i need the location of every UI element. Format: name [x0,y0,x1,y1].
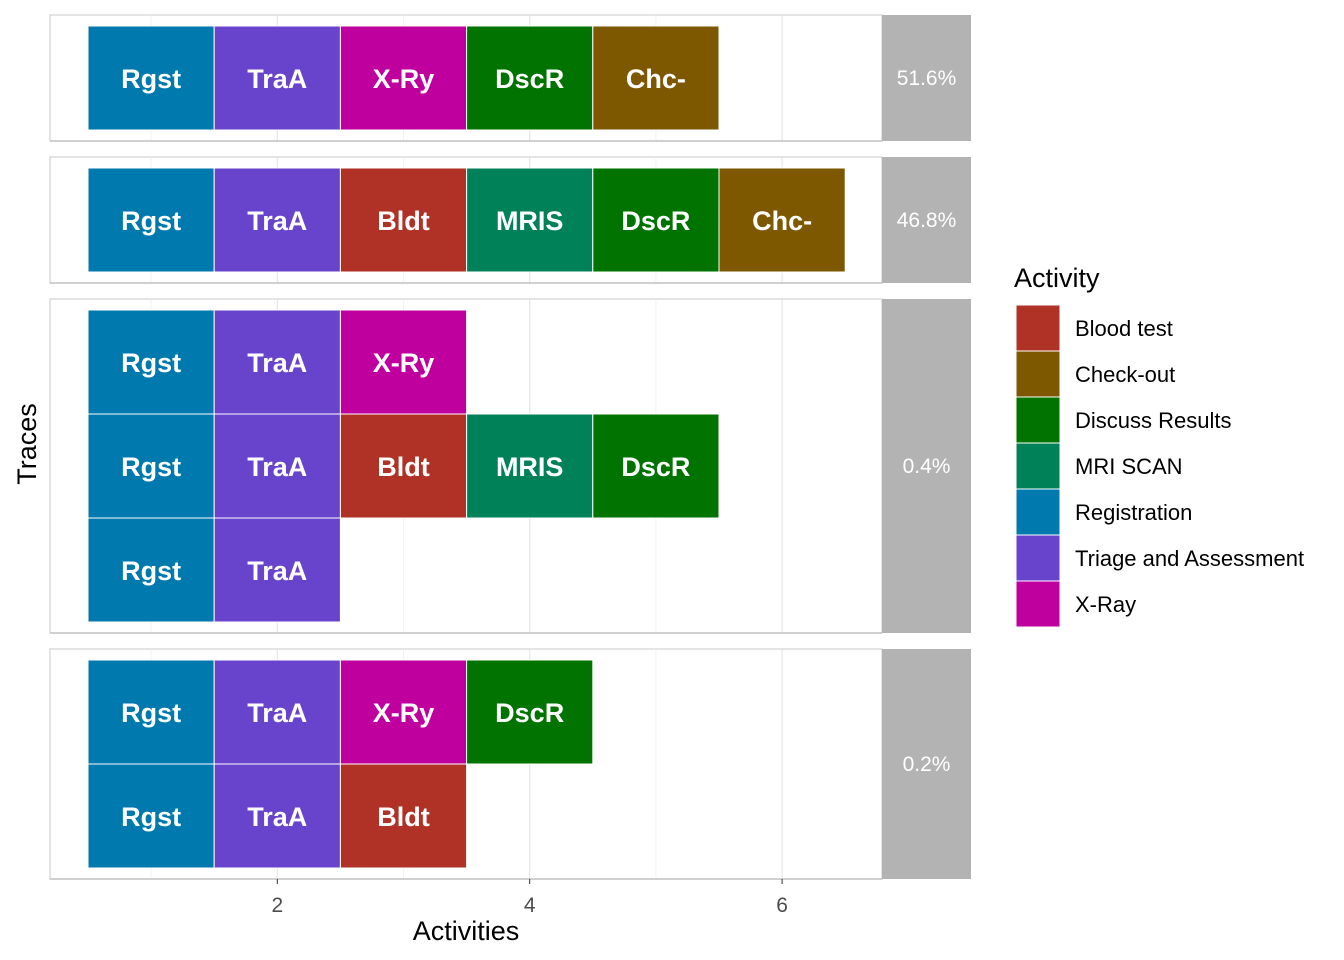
activity-tile-label: TraA [247,206,307,236]
activity-tile-label: TraA [247,348,307,378]
x-axis-title: Activities [413,916,520,946]
facet-panels: Rgst TraA X-Ry DscR Chc- 51.6% Rgst TraA Bldt MRI… [49,14,971,880]
x-tick-label: 2 [271,894,283,917]
facet-panel: Rgst TraA X-Ry Rgst TraA Bldt MRIS DscR Rgst TraA… [49,298,971,634]
activity-tile-label: TraA [247,64,307,94]
activity-tile [213,517,341,623]
activity-tile-label: TraA [247,556,307,586]
activity-tile [592,25,720,131]
activity-tile-label: Chc- [626,64,686,94]
facet-panel: Rgst TraA X-Ry DscR Rgst TraA Bldt 0.2% [49,648,971,880]
activity-tile [213,659,341,765]
activity-tile-label: Rgst [121,452,181,482]
facet-panel: Rgst TraA Bldt MRIS DscR Chc- 46.8% [49,156,971,284]
legend-label: Registration [1075,500,1192,525]
legend-key [1015,442,1061,490]
activity-tile-label: X-Ry [373,698,435,728]
activity-tile [87,167,215,273]
activity-tile [213,413,341,519]
activity-tile-label: Rgst [121,802,181,832]
activity-tile-label: TraA [247,698,307,728]
activity-tile-label: Bldt [377,452,429,482]
activity-tile [466,167,594,273]
activity-tile [339,309,468,415]
activity-tile [213,309,341,415]
legend-label: X-Ray [1075,592,1136,617]
activity-tile-label: DscR [621,206,690,236]
legend-key [1015,488,1061,536]
facet-strip [882,649,971,879]
activity-tile [87,309,215,415]
activity-tile [466,659,594,765]
activity-tile-label: Bldt [377,802,429,832]
activity-tile [213,763,341,869]
activity-tile-label: DscR [495,698,564,728]
activity-tile [592,413,720,519]
activity-tile [87,25,215,131]
activity-tile-label: Rgst [121,64,181,94]
facet-percentage-label: 0.2% [903,753,951,776]
legend-key [1015,304,1061,352]
activity-tile [87,413,215,519]
activity-tile [718,167,846,273]
activity-tile-label: TraA [247,452,307,482]
legend-label: Discuss Results [1075,408,1231,433]
facet-percentage-label: 0.4% [903,455,951,478]
activity-tile [339,167,468,273]
activity-tile [466,25,594,131]
legend-key [1015,350,1061,398]
facet-percentage-label: 46.8% [897,209,957,232]
x-tick-label: 4 [524,894,536,917]
activity-tile-label: TraA [247,802,307,832]
activity-tile [213,167,341,273]
facet-strip [882,299,971,633]
facet-percentage-label: 51.6% [897,67,957,90]
activity-tile-label: Rgst [121,348,181,378]
legend-label: MRI SCAN [1075,454,1183,479]
legend-label: Check-out [1075,362,1175,387]
activity-tile-label: DscR [495,64,564,94]
activity-tile [339,763,468,869]
activity-tile-label: DscR [621,452,690,482]
legend-key [1015,534,1061,582]
activity-tile-label: Bldt [377,206,429,236]
activity-tile-label: Rgst [121,698,181,728]
activity-tile [87,517,215,623]
activity-tile [466,413,594,519]
activity-tile [213,25,341,131]
activity-tile-label: MRIS [496,452,564,482]
legend-label: Blood test [1075,316,1173,341]
activity-tile-label: X-Ry [373,348,435,378]
legend-key [1015,396,1061,444]
activity-tile-label: Rgst [121,556,181,586]
facet-strip [882,157,971,283]
activity-tile-label: Rgst [121,206,181,236]
legend-title: Activity [1014,263,1100,293]
y-axis-title: Traces [12,403,42,485]
activity-tile [87,763,215,869]
x-axis: 2 4 6 [271,879,788,917]
legend-label: Triage and Assessment [1075,546,1304,571]
activity-tile [339,413,468,519]
facet-panel: Rgst TraA X-Ry DscR Chc- 51.6% [49,14,971,142]
facet-strip [882,15,971,141]
x-tick-label: 6 [776,894,788,917]
activity-tile [87,659,215,765]
activity-tile-label: X-Ry [373,64,435,94]
activity-tile-label: Chc- [752,206,812,236]
activity-tile [339,25,468,131]
legend-key [1015,580,1061,628]
legend: Blood test Check-out Discuss Results MRI SC… [1015,304,1304,628]
activity-tile-label: MRIS [496,206,564,236]
